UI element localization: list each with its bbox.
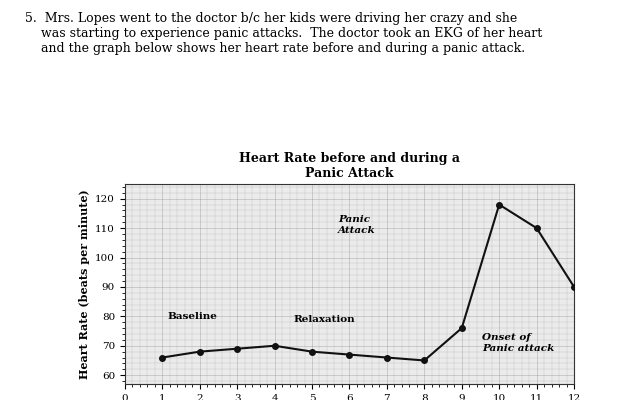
Text: Panic
Attack: Panic Attack [338,216,376,235]
Text: 5.  Mrs. Lopes went to the doctor b/c her kids were driving her crazy and she
  : 5. Mrs. Lopes went to the doctor b/c her… [25,12,542,55]
Text: Baseline: Baseline [168,312,218,321]
Text: Relaxation: Relaxation [293,315,355,324]
Text: Onset of
Panic attack: Onset of Panic attack [482,333,555,352]
Y-axis label: Heart Rate (beats per minute): Heart Rate (beats per minute) [79,189,90,379]
Title: Heart Rate before and during a
Panic Attack: Heart Rate before and during a Panic Att… [239,152,460,180]
